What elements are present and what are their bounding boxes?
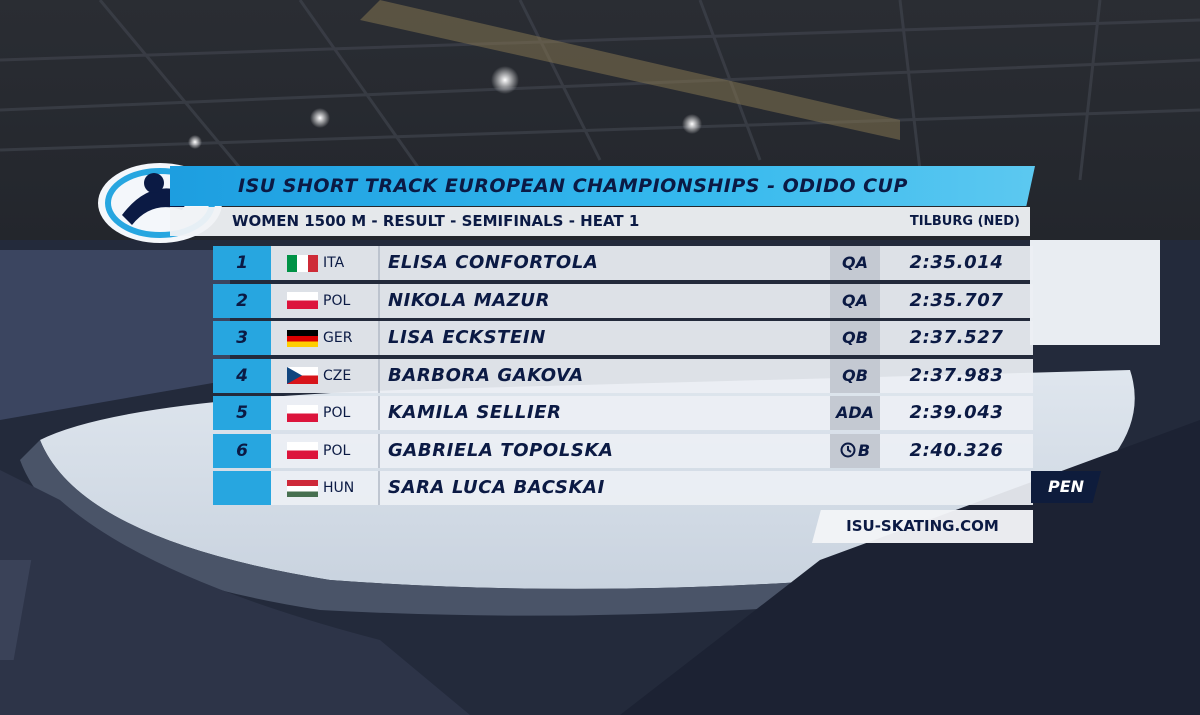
qualification: B xyxy=(830,433,880,468)
country-code: POL xyxy=(323,442,351,459)
athlete-name: LISA ECKSTEIN xyxy=(388,327,546,348)
rank-cell xyxy=(213,471,271,505)
qualification-text: B xyxy=(857,440,871,460)
separator xyxy=(378,358,380,393)
qualification: QA xyxy=(830,246,880,280)
country-flag xyxy=(287,329,318,347)
website: ISU-SKATING.COM xyxy=(812,510,1033,543)
qualification: QB xyxy=(830,358,880,393)
athlete-name: GABRIELA TOPOLSKA xyxy=(388,439,614,461)
result-row xyxy=(213,283,1033,318)
rank-cell: 4 xyxy=(213,358,271,393)
event-subtitle: WOMEN 1500 M - RESULT - SEMIFINALS - HEA… xyxy=(232,212,640,230)
title-bar xyxy=(170,166,1035,206)
country-flag xyxy=(287,367,318,384)
flag-image xyxy=(287,442,318,459)
qualification-text: ADA xyxy=(835,403,875,422)
result-row xyxy=(213,246,1033,280)
country-code: HUN xyxy=(323,480,355,496)
country-flag xyxy=(287,292,318,309)
country-flag xyxy=(287,404,318,422)
rank-cell: 2 xyxy=(213,283,271,318)
athlete-name: KAMILA SELLIER xyxy=(388,402,562,423)
qualification: QA xyxy=(830,283,880,318)
country-flag xyxy=(287,442,318,459)
country-code: CZE xyxy=(323,367,352,384)
event-title: ISU SHORT TRACK EUROPEAN CHAMPIONSHIPS -… xyxy=(238,175,908,197)
result-time: 2:35.014 xyxy=(909,252,1004,273)
rank-cell: 6 xyxy=(213,433,271,468)
rank-cell: 3 xyxy=(213,321,271,355)
result-row xyxy=(213,471,1033,505)
qualification-text: QA xyxy=(842,253,868,272)
result-row xyxy=(213,433,1033,468)
result-time: 2:40.326 xyxy=(909,439,1004,461)
qualification-text: QA xyxy=(842,290,868,310)
clock-icon xyxy=(840,442,856,457)
result-row xyxy=(213,321,1033,355)
athlete-name: SARA LUCA BACSKAI xyxy=(388,477,605,498)
qualification-text: QB xyxy=(842,365,868,385)
separator xyxy=(378,283,380,318)
flag-image xyxy=(287,404,318,422)
flag-image xyxy=(287,292,318,309)
country-code: GER xyxy=(323,330,353,346)
separator xyxy=(378,471,380,505)
separator xyxy=(378,246,380,280)
result-time: 2:37.527 xyxy=(909,327,1004,348)
country-flag xyxy=(287,254,318,272)
qualification-text: QB xyxy=(842,328,868,347)
flag-image xyxy=(287,479,318,497)
event-location: TILBURG (NED) xyxy=(909,214,1020,229)
athlete-name: NIKOLA MAZUR xyxy=(388,289,551,311)
separator xyxy=(378,433,380,468)
result-time: 2:35.707 xyxy=(909,289,1004,311)
country-flag xyxy=(287,479,318,497)
rank-cell: 1 xyxy=(213,246,271,280)
athlete-name: BARBORA GAKOVA xyxy=(388,364,584,386)
athlete-name: ELISA CONFORTOLA xyxy=(388,252,599,273)
flag-image xyxy=(287,367,318,384)
result-time: 2:37.983 xyxy=(909,364,1004,386)
subtitle-bar xyxy=(170,207,1030,236)
separator xyxy=(378,321,380,355)
separator xyxy=(378,396,380,430)
result-row xyxy=(213,396,1033,430)
result-time: 2:39.043 xyxy=(909,402,1004,423)
penalty-tag: PEN xyxy=(1031,471,1101,503)
country-code: POL xyxy=(323,405,351,421)
country-code: ITA xyxy=(323,255,345,271)
rank-cell: 5 xyxy=(213,396,271,430)
result-row xyxy=(213,358,1033,393)
qualification: QB xyxy=(830,321,880,355)
qualification: ADA xyxy=(830,396,880,430)
flag-image xyxy=(287,329,318,347)
country-code: POL xyxy=(323,292,351,309)
flag-image xyxy=(287,254,318,272)
